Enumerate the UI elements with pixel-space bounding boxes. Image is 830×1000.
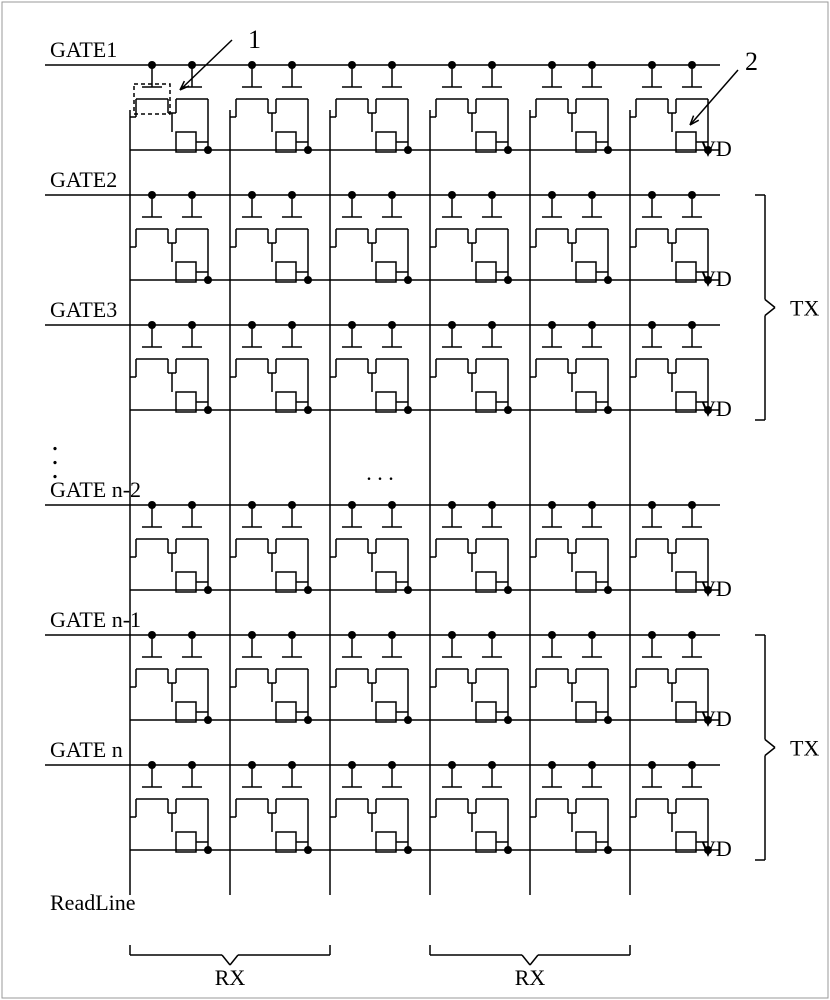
circuit-diagram: GATE1GATE2GATE3GATE n-2GATE n-1GATE nVDV… xyxy=(0,0,830,1000)
svg-text:GATE n-1: GATE n-1 xyxy=(50,607,141,632)
svg-text:RX: RX xyxy=(215,965,246,990)
svg-text:GATE3: GATE3 xyxy=(50,297,117,322)
svg-text:1: 1 xyxy=(248,25,261,54)
svg-text:GATE1: GATE1 xyxy=(50,37,117,62)
svg-text:GATE n: GATE n xyxy=(50,737,123,762)
svg-text:.: . xyxy=(52,454,59,485)
svg-text:. . .: . . . xyxy=(366,460,394,485)
svg-text:2: 2 xyxy=(745,47,758,76)
svg-text:GATE2: GATE2 xyxy=(50,167,117,192)
svg-text:RX: RX xyxy=(515,965,546,990)
svg-text:ReadLine: ReadLine xyxy=(50,890,136,915)
svg-text:TX: TX xyxy=(790,296,819,321)
svg-text:TX: TX xyxy=(790,736,819,761)
svg-text:GATE n-2: GATE n-2 xyxy=(50,477,141,502)
